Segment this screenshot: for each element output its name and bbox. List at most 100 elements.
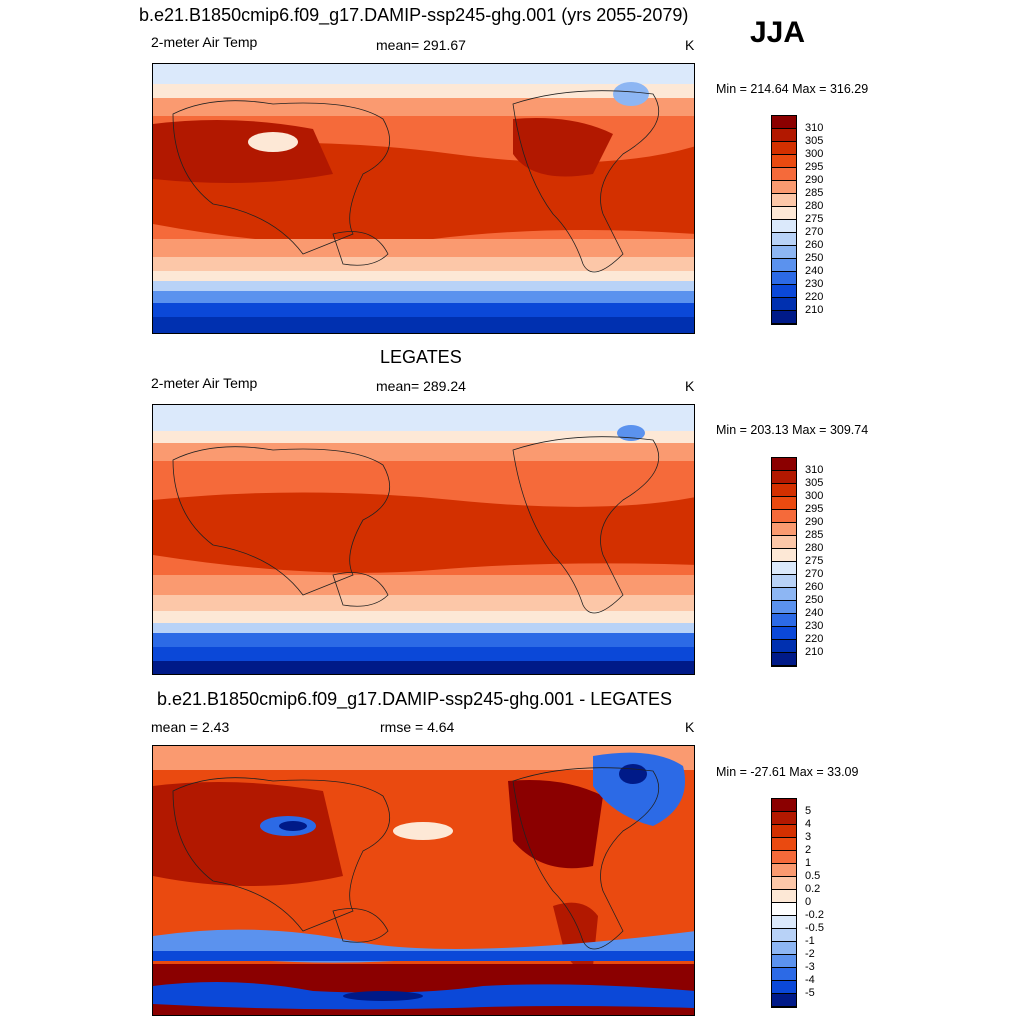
colorbar-swatch [772,116,796,129]
colorbar-swatch [772,929,796,942]
season-label: JJA [750,16,806,49]
colorbar-swatch [772,536,796,549]
colorbar-swatch [772,220,796,233]
colorbar-tick-label: 295 [805,503,824,515]
colorbar-tick-label: 240 [805,265,824,277]
colorbar-swatch [772,994,796,1007]
panel2-map [152,404,695,675]
colorbar-swatch [772,799,796,812]
colorbar-swatch [772,903,796,916]
colorbar-tick-label: 275 [805,555,824,567]
colorbar-tick-label: 210 [805,646,824,658]
panel3-units: K [685,719,695,735]
colorbar-tick-label: 240 [805,607,824,619]
colorbar-swatch [772,510,796,523]
panel1-units: K [685,37,695,53]
panel2-title: LEGATES [380,347,462,367]
colorbar-swatch [772,627,796,640]
colorbar-tick-label: -0.5 [805,922,824,934]
colorbar-tick-label: 230 [805,620,824,632]
panel2-left-label: 2-meter Air Temp [151,375,258,391]
colorbar-tick-label: 3 [805,831,812,843]
colorbar-tick-label: -0.2 [805,909,824,921]
colorbar-swatch [772,575,796,588]
colorbar-swatch [772,942,796,955]
colorbar-swatch [772,259,796,272]
colorbar-swatch [772,981,796,994]
colorbar-tick-label: 0.5 [805,870,821,882]
colorbar-tick-label: 310 [805,122,824,134]
colorbar-tick-label: 295 [805,161,824,173]
global-temperature-map-icon [153,405,694,674]
colorbar-swatch [772,285,796,298]
colorbar-swatch [772,298,796,311]
colorbar-swatch [772,877,796,890]
colorbar-tick-label: 280 [805,200,824,212]
colorbar-swatch [772,155,796,168]
colorbar-swatch [772,601,796,614]
colorbar-swatch [772,471,796,484]
colorbar-tick-label: -3 [805,961,815,973]
colorbar-tick-label: 280 [805,542,824,554]
panel1-minmax: Min = 214.64 Max = 316.29 [716,82,869,96]
colorbar-tick-label: -1 [805,935,815,947]
colorbar-swatch [772,562,796,575]
colorbar-swatch [772,272,796,285]
panel3-map [152,745,695,1016]
panel1-colorbar [771,115,797,325]
colorbar-swatch [772,246,796,259]
colorbar-tick-label: 2 [805,844,812,856]
panel3-rmse-label: rmse = 4.64 [380,719,455,735]
colorbar-tick-label: 220 [805,291,824,303]
colorbar-swatch [772,168,796,181]
colorbar-tick-label: -4 [805,974,815,986]
colorbar-swatch [772,207,796,220]
colorbar-swatch [772,640,796,653]
colorbar-tick-label: 220 [805,633,824,645]
colorbar-tick-label: 305 [805,477,824,489]
colorbar-swatch [772,458,796,471]
colorbar-swatch [772,311,796,324]
colorbar-tick-label: 290 [805,174,824,186]
colorbar-tick-label: -2 [805,948,815,960]
panel1-left-label: 2-meter Air Temp [151,34,258,50]
colorbar-tick-label: 4 [805,818,812,830]
colorbar-swatch [772,968,796,981]
colorbar-tick-label: 270 [805,226,824,238]
panel1-map [152,63,695,334]
colorbar-swatch [772,838,796,851]
panel2-minmax: Min = 203.13 Max = 309.74 [716,423,869,437]
colorbar-tick-label: 300 [805,148,824,160]
colorbar-tick-label: 5 [805,805,812,817]
colorbar-swatch [772,588,796,601]
colorbar-tick-label: 1 [805,857,812,869]
colorbar-swatch [772,129,796,142]
panel2-mean-label: mean= 289.24 [376,378,466,394]
colorbar-tick-label: 250 [805,252,824,264]
colorbar-tick-label: 310 [805,464,824,476]
global-difference-map-icon [153,746,694,1015]
colorbar-swatch [772,864,796,877]
colorbar-tick-label: 290 [805,516,824,528]
panel3-mean-label: mean = 2.43 [151,719,230,735]
colorbar-tick-label: 285 [805,529,824,541]
panel2-units: K [685,378,695,394]
colorbar-swatch [772,825,796,838]
panel1-mean-label: mean= 291.67 [376,37,466,53]
colorbar-tick-label: 0.2 [805,883,821,895]
panel3-title: b.e21.B1850cmip6.f09_g17.DAMIP-ssp245-gh… [157,689,672,709]
colorbar-swatch [772,916,796,929]
colorbar-swatch [772,233,796,246]
colorbar-tick-label: 210 [805,304,824,316]
colorbar-tick-label: 260 [805,581,824,593]
panel3-minmax: Min = -27.61 Max = 33.09 [716,765,859,779]
colorbar-tick-label: 260 [805,239,824,251]
colorbar-swatch [772,890,796,903]
colorbar-tick-label: -5 [805,987,815,999]
colorbar-tick-label: 270 [805,568,824,580]
colorbar-swatch [772,181,796,194]
global-temperature-map-icon [153,64,694,333]
colorbar-swatch [772,194,796,207]
colorbar-swatch [772,614,796,627]
colorbar-swatch [772,653,796,666]
